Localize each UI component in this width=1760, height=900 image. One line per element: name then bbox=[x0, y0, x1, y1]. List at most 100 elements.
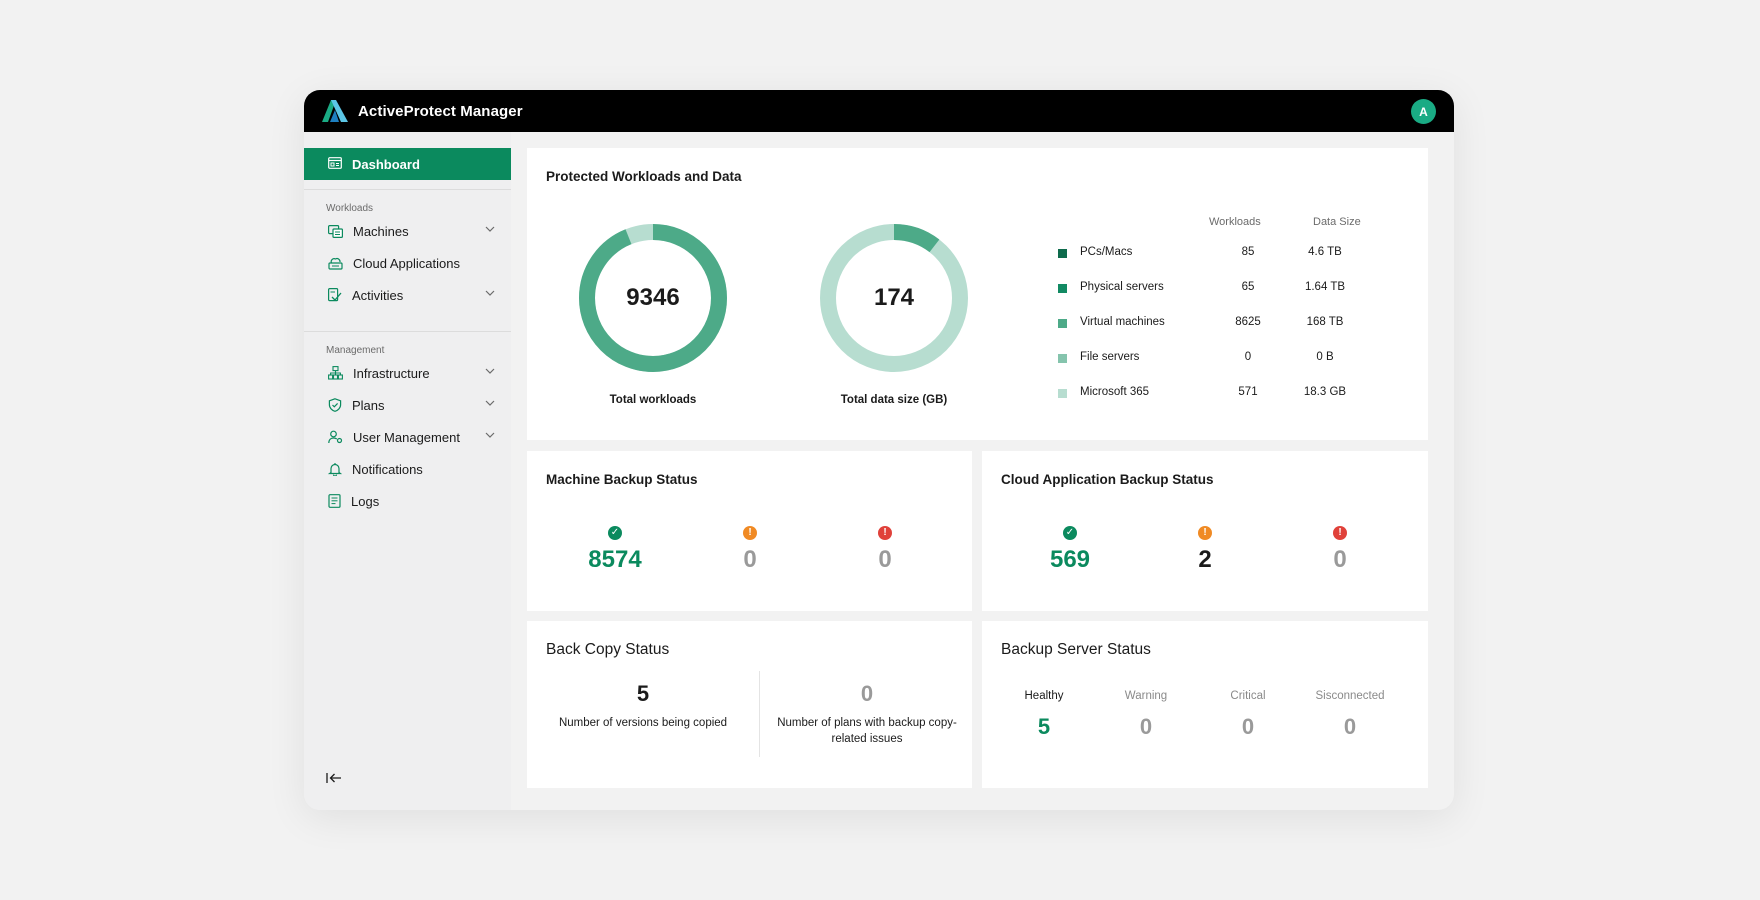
data-size-donut: 174 Total data size (GB) bbox=[814, 218, 974, 406]
sidebar-item-label: Machines bbox=[353, 223, 409, 239]
row-data-size: 168 TB bbox=[1306, 316, 1344, 328]
server-status-healthy[interactable]: Healthy 5 bbox=[1004, 690, 1084, 740]
infrastructure-icon bbox=[328, 366, 343, 380]
sidebar-item-activities[interactable]: Activities bbox=[304, 281, 511, 309]
issues-count: 0 bbox=[860, 681, 874, 706]
cloud-apps-icon bbox=[328, 257, 343, 270]
table-row: Physical servers 65 1.64 TB bbox=[1058, 280, 1378, 298]
status-warning[interactable]: ! 2 bbox=[1155, 526, 1255, 574]
sidebar-item-machines[interactable]: Machines bbox=[304, 217, 511, 245]
total-data-value: 174 bbox=[873, 284, 915, 311]
row-data-size: 0 B bbox=[1316, 351, 1334, 363]
server-status-warning[interactable]: Warning 0 bbox=[1106, 690, 1186, 740]
app-window: ActiveProtect Manager A Dashboard Worklo… bbox=[304, 90, 1454, 810]
status-warning[interactable]: ! 0 bbox=[700, 526, 800, 574]
chevron-down-icon[interactable] bbox=[485, 226, 495, 232]
status-label: Warning bbox=[1124, 690, 1168, 702]
row-workloads: 571 bbox=[1238, 386, 1258, 398]
row-data-size: 4.6 TB bbox=[1308, 246, 1342, 258]
row-workloads: 8625 bbox=[1235, 316, 1261, 328]
status-value: 0 bbox=[1139, 714, 1153, 739]
sidebar-item-plans[interactable]: Plans bbox=[304, 391, 511, 419]
collapse-sidebar-icon[interactable] bbox=[326, 772, 342, 784]
warning-count: 0 bbox=[743, 546, 757, 573]
status-value: 0 bbox=[1241, 714, 1255, 739]
sidebar-item-label: User Management bbox=[353, 429, 460, 445]
check-circle-icon: ✓ bbox=[1063, 526, 1077, 540]
check-circle-icon: ✓ bbox=[608, 526, 622, 540]
dashboard-icon bbox=[328, 156, 342, 172]
total-workloads-label: Total workloads bbox=[609, 394, 697, 406]
shield-check-icon bbox=[328, 398, 342, 412]
status-error[interactable]: ! 0 bbox=[1290, 526, 1390, 574]
donut-segment-dark bbox=[820, 224, 968, 372]
status-label: Sisconnected bbox=[1315, 690, 1385, 702]
table-row: File servers 0 0 B bbox=[1058, 350, 1378, 368]
chevron-down-icon[interactable] bbox=[485, 368, 495, 374]
versions-copied: 5 Number of versions being copied bbox=[543, 681, 743, 731]
issues-label: Number of plans with backup copy-related… bbox=[777, 717, 957, 745]
card-title: Machine Backup Status bbox=[546, 472, 698, 487]
donut-segment-dark bbox=[579, 224, 727, 372]
row-data-size: 18.3 GB bbox=[1303, 386, 1347, 398]
row-name: Virtual machines bbox=[1080, 316, 1165, 328]
card-title: Cloud Application Backup Status bbox=[1001, 472, 1214, 487]
status-success[interactable]: ✓ 8574 bbox=[565, 526, 665, 574]
section-label-workloads: Workloads bbox=[326, 203, 374, 214]
plans-with-issues: 0 Number of plans with backup copy-relat… bbox=[777, 681, 957, 747]
top-bar: ActiveProtect Manager A bbox=[304, 90, 1454, 132]
chevron-down-icon[interactable] bbox=[485, 400, 495, 406]
server-status-disconnected[interactable]: Sisconnected 0 bbox=[1310, 690, 1390, 740]
row-workloads: 85 bbox=[1241, 246, 1255, 258]
activities-icon bbox=[328, 288, 342, 302]
table-row: PCs/Macs 85 4.6 TB bbox=[1058, 245, 1378, 263]
sidebar-item-label: Notifications bbox=[352, 461, 423, 477]
card-title: Back Copy Status bbox=[546, 641, 670, 658]
legend-swatch bbox=[1058, 249, 1067, 258]
back-copy-card: Back Copy Status 5 Number of versions be… bbox=[527, 621, 972, 788]
data-size-donut-chart bbox=[820, 224, 968, 372]
protected-workloads-card: Protected Workloads and Data 9346 Total … bbox=[527, 148, 1428, 440]
app-title: ActiveProtect Manager bbox=[358, 102, 523, 120]
card-title: Backup Server Status bbox=[1001, 641, 1151, 658]
error-circle-icon: ! bbox=[1333, 526, 1347, 540]
sidebar-item-notifications[interactable]: Notifications bbox=[304, 455, 511, 483]
total-data-label: Total data size (GB) bbox=[840, 394, 948, 406]
status-success[interactable]: ✓ 569 bbox=[1020, 526, 1120, 574]
sidebar-item-dashboard[interactable]: Dashboard bbox=[304, 148, 511, 180]
sidebar-item-label: Cloud Applications bbox=[353, 255, 460, 271]
sidebar-divider bbox=[304, 189, 511, 190]
machine-backup-card: Machine Backup Status ✓ 8574 ! 0 ! 0 bbox=[527, 451, 972, 611]
row-name: Microsoft 365 bbox=[1080, 386, 1150, 398]
status-error[interactable]: ! 0 bbox=[835, 526, 935, 574]
status-value: 5 bbox=[1037, 714, 1051, 739]
row-workloads: 0 bbox=[1244, 351, 1252, 363]
total-workloads-value: 9346 bbox=[626, 284, 680, 311]
sidebar-item-infrastructure[interactable]: Infrastructure bbox=[304, 359, 511, 387]
backup-server-card: Backup Server Status Healthy 5 Warning 0… bbox=[982, 621, 1428, 788]
sidebar-item-logs[interactable]: Logs bbox=[304, 487, 511, 515]
row-data-size: 1.64 TB bbox=[1304, 281, 1346, 293]
error-count: 0 bbox=[1333, 546, 1347, 573]
app-logo-icon bbox=[322, 100, 348, 122]
success-count: 569 bbox=[1049, 546, 1091, 573]
user-avatar[interactable]: A bbox=[1411, 99, 1436, 124]
chevron-down-icon[interactable] bbox=[485, 432, 495, 438]
server-status-critical[interactable]: Critical 0 bbox=[1208, 690, 1288, 740]
chevron-down-icon[interactable] bbox=[485, 290, 495, 296]
section-label-management: Management bbox=[326, 345, 385, 356]
sidebar-item-label: Activities bbox=[352, 287, 404, 303]
status-label: Critical bbox=[1230, 690, 1266, 702]
sidebar-item-cloud-applications[interactable]: Cloud Applications bbox=[304, 249, 511, 277]
sidebar: Dashboard Workloads Machines Cloud Appli… bbox=[304, 132, 511, 810]
workloads-donut-chart bbox=[579, 224, 727, 372]
sidebar-item-label: Infrastructure bbox=[353, 365, 430, 381]
status-label: Healthy bbox=[1024, 690, 1064, 702]
warning-count: 2 bbox=[1198, 546, 1212, 573]
sidebar-item-label: Logs bbox=[351, 493, 380, 509]
success-count: 8574 bbox=[588, 546, 642, 573]
bell-icon bbox=[328, 462, 342, 476]
table-row: Microsoft 365 571 18.3 GB bbox=[1058, 385, 1378, 403]
sidebar-item-user-management[interactable]: User Management bbox=[304, 423, 511, 451]
legend-swatch bbox=[1058, 354, 1067, 363]
